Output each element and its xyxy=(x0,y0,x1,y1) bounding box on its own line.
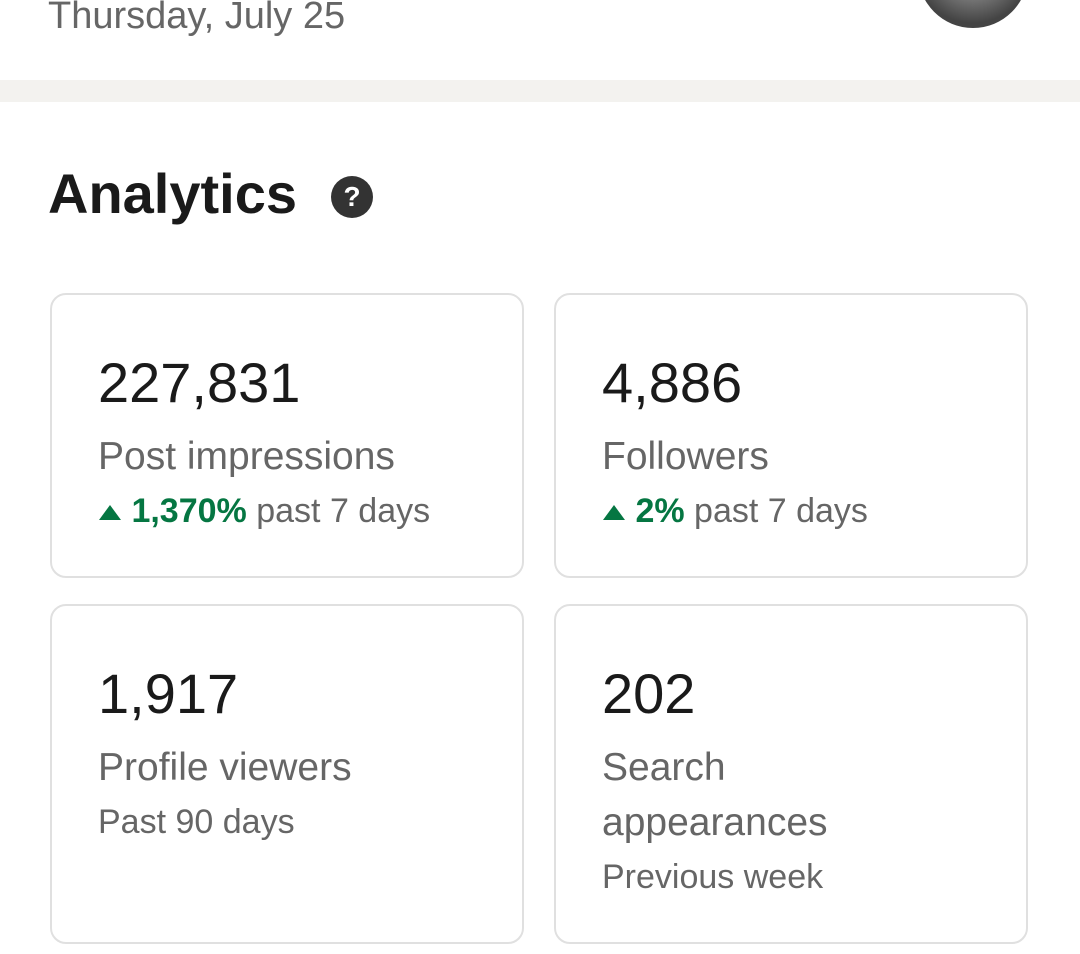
stat-card[interactable]: 202 Search appearances Previous week xyxy=(554,604,1028,944)
stat-note: Previous week xyxy=(602,858,824,896)
stat-label: Search appearances xyxy=(602,746,828,844)
stat-card[interactable]: 1,917 Profile viewers Past 90 days xyxy=(50,604,524,944)
stat-note: Past 90 days xyxy=(98,803,295,841)
stat-card[interactable]: 227,831 Post impressions 1,370% past 7 d… xyxy=(50,293,524,578)
stat-change-row: 1,370% past 7 days xyxy=(98,491,430,531)
avatar[interactable] xyxy=(918,0,1028,28)
stat-value: 202 xyxy=(602,662,696,725)
stat-period: past 7 days xyxy=(256,492,431,530)
stat-card[interactable]: 4,886 Followers 2% past 7 days xyxy=(554,293,1028,578)
stat-label: Profile viewers xyxy=(98,746,352,789)
stat-value: 1,917 xyxy=(98,662,239,725)
up-arrow xyxy=(603,505,625,520)
stat-change: 2% xyxy=(635,492,685,530)
help-icon[interactable]: ? xyxy=(331,176,373,218)
divider xyxy=(0,80,1080,102)
section-title: Analytics xyxy=(48,162,297,225)
stat-change-row: 2% past 7 days xyxy=(602,491,868,531)
stat-label: Post impressions xyxy=(98,435,395,478)
up-arrow xyxy=(99,505,121,520)
stat-label: Followers xyxy=(602,435,769,478)
date: Thursday, July 25 xyxy=(48,0,346,37)
stat-value: 4,886 xyxy=(602,351,743,414)
stat-change: 1,370% xyxy=(131,492,247,530)
stat-value: 227,831 xyxy=(98,351,301,414)
stat-period: past 7 days xyxy=(694,492,868,530)
